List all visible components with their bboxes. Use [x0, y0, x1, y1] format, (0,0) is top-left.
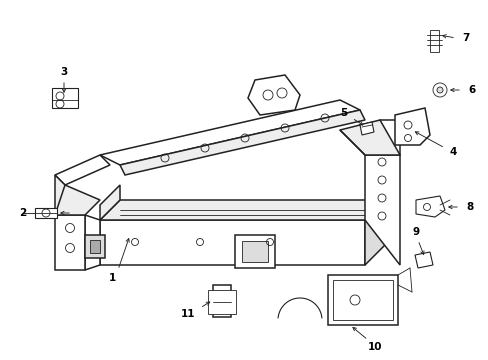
- Bar: [35, 208, 57, 218]
- Polygon shape: [55, 175, 65, 215]
- Polygon shape: [242, 241, 267, 262]
- Polygon shape: [364, 155, 399, 265]
- Text: 5: 5: [340, 108, 347, 118]
- Polygon shape: [90, 240, 100, 253]
- Text: 9: 9: [411, 227, 419, 237]
- Text: 6: 6: [467, 85, 474, 95]
- Bar: [429, 30, 438, 52]
- Text: 10: 10: [367, 342, 382, 352]
- Polygon shape: [415, 196, 444, 217]
- Bar: [332, 280, 392, 320]
- Text: 3: 3: [60, 67, 67, 77]
- Polygon shape: [85, 215, 100, 270]
- Polygon shape: [414, 252, 432, 268]
- Polygon shape: [85, 235, 105, 258]
- Polygon shape: [100, 200, 384, 220]
- Bar: [327, 275, 397, 325]
- Polygon shape: [359, 122, 373, 135]
- Bar: [207, 290, 236, 314]
- Circle shape: [432, 83, 446, 97]
- Polygon shape: [394, 108, 429, 145]
- Text: 2: 2: [20, 208, 26, 218]
- Polygon shape: [339, 120, 399, 155]
- Polygon shape: [120, 110, 364, 175]
- Polygon shape: [247, 75, 299, 115]
- Text: 8: 8: [465, 202, 472, 212]
- Polygon shape: [235, 235, 274, 268]
- Circle shape: [349, 295, 359, 305]
- Text: 4: 4: [449, 147, 456, 157]
- Polygon shape: [52, 88, 78, 108]
- Bar: [213, 285, 230, 317]
- Polygon shape: [55, 185, 100, 215]
- Circle shape: [436, 87, 442, 93]
- Polygon shape: [364, 200, 384, 265]
- Polygon shape: [100, 220, 364, 265]
- Text: 11: 11: [181, 309, 195, 319]
- Polygon shape: [100, 185, 120, 220]
- Text: 1: 1: [108, 273, 115, 283]
- Polygon shape: [55, 215, 85, 270]
- Polygon shape: [55, 155, 110, 185]
- Text: 7: 7: [461, 33, 468, 43]
- Polygon shape: [100, 100, 359, 165]
